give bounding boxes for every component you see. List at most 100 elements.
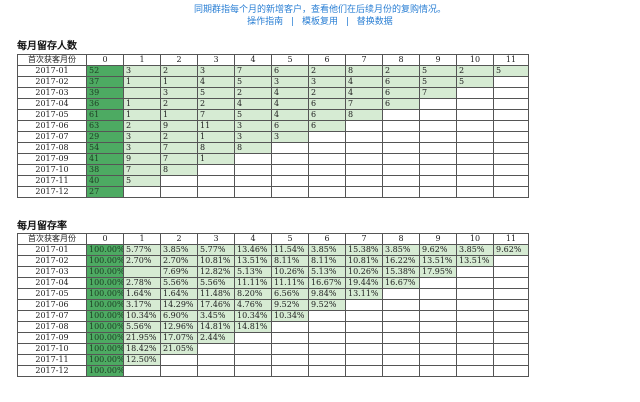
table-cell [493, 175, 529, 187]
table-cell [493, 153, 529, 165]
table-cell [271, 354, 309, 366]
header-month-offset: 7 [345, 54, 383, 66]
link-separator: | [345, 17, 349, 27]
table-cell: 36 [86, 98, 124, 110]
table-cell [493, 255, 529, 267]
table-cell: 16.67% [308, 277, 346, 289]
header-month-offset: 9 [419, 54, 457, 66]
table-cell [234, 153, 272, 165]
table-cell [456, 343, 494, 355]
table-cell: 9.52% [308, 299, 346, 311]
link-guide[interactable]: 操作指南 [247, 17, 284, 27]
row-month-label: 2017-10 [17, 164, 87, 176]
table-cell [456, 87, 494, 99]
table-header-row: 首次获客月份 0 1 2 3 4 5 6 7 8 9 10 11 [17, 233, 529, 245]
table-row: 2017-04 100.00% 2.78% 5.56% 5.56% 11.11% 11.11… [17, 277, 529, 289]
table-cell: 8 [345, 109, 383, 121]
table-cell: 37 [86, 76, 124, 88]
table-row: 2017-07 100.00% 10.34% 6.90% 3.45% 10.34% 10.3… [17, 310, 529, 322]
table-cell: 7.69% [160, 266, 198, 278]
table-cell: 40 [86, 175, 124, 187]
row-month-label: 2017-05 [17, 109, 87, 121]
row-month-label: 2017-07 [17, 131, 87, 143]
table-cell [197, 354, 235, 366]
table-cell [308, 131, 346, 143]
header-month-offset: 2 [160, 233, 198, 245]
table-cell: 5.13% [234, 266, 272, 278]
table-cell: 10.26% [271, 266, 309, 278]
table-cell: 13.46% [234, 244, 272, 256]
table-cell: 3 [160, 87, 198, 99]
header-month-offset: 1 [123, 54, 161, 66]
table-cell: 21.05% [160, 343, 198, 355]
table-cell: 100.00% [86, 343, 124, 355]
table-cell: 5.13% [308, 266, 346, 278]
table-cell: 6 [308, 120, 346, 132]
table-cell [382, 153, 420, 165]
table-cell: 15.38% [382, 266, 420, 278]
table-cell: 6 [271, 120, 309, 132]
row-month-label: 2017-01 [17, 244, 87, 256]
table-cell: 9 [123, 153, 161, 165]
table-cell: 14.81% [197, 321, 235, 333]
table-cell [493, 131, 529, 143]
table-cell: 11.54% [271, 244, 309, 256]
row-month-label: 2017-12 [17, 365, 87, 377]
table-cell: 4 [271, 109, 309, 121]
table-cell: 8 [197, 142, 235, 154]
table-cell: 6.90% [160, 310, 198, 322]
table-cell: 6 [382, 87, 420, 99]
table-cell: 7 [197, 109, 235, 121]
table-cell [123, 87, 161, 99]
table-cell: 9.62% [419, 244, 457, 256]
table-cell [234, 164, 272, 176]
table-cell [308, 186, 346, 198]
table-cell: 4 [345, 76, 383, 88]
header-month-offset: 3 [197, 54, 235, 66]
header-first-acquired-month: 首次获客月份 [17, 233, 87, 245]
row-month-label: 2017-02 [17, 76, 87, 88]
table-row: 2017-06 100.00% 3.17% 14.29% 17.46% 4.76% 9.52… [17, 299, 529, 311]
table-cell [419, 120, 457, 132]
table-cell [456, 354, 494, 366]
table-cell: 3 [271, 131, 309, 143]
row-month-label: 2017-06 [17, 299, 87, 311]
table-cell: 2.44% [197, 332, 235, 344]
table-cell: 6 [382, 98, 420, 110]
table-cell: 19.44% [345, 277, 383, 289]
table-cell [382, 288, 420, 300]
table-cell: 100.00% [86, 277, 124, 289]
table-cell: 2.70% [160, 255, 198, 267]
table-cell [308, 164, 346, 176]
table-row: 2017-10 100.00% 18.42% 21.05% [17, 343, 529, 355]
table-cell [160, 186, 198, 198]
table-cell: 9.62% [493, 244, 529, 256]
row-month-label: 2017-03 [17, 87, 87, 99]
table-cell [308, 153, 346, 165]
table-cell [493, 186, 529, 198]
table-cell [382, 120, 420, 132]
table-cell: 5.56% [160, 277, 198, 289]
table-cell [419, 343, 457, 355]
table-cell [456, 321, 494, 333]
table-cell: 3.85% [160, 244, 198, 256]
table-cell: 10.81% [197, 255, 235, 267]
link-template-reuse[interactable]: 模板复用 [301, 17, 338, 27]
header-month-offset: 10 [456, 54, 494, 66]
table-cell [345, 332, 383, 344]
table-cell: 5 [197, 87, 235, 99]
table-cell: 2 [123, 120, 161, 132]
table-cell: 8.11% [308, 255, 346, 267]
table-cell: 3.85% [456, 244, 494, 256]
table-cell [271, 153, 309, 165]
table-cell [271, 175, 309, 187]
table-cell: 13.51% [234, 255, 272, 267]
table-cell: 1.64% [123, 288, 161, 300]
table-cell: 54 [86, 142, 124, 154]
table-cell [456, 332, 494, 344]
link-replace-data[interactable]: 替换数据 [356, 17, 393, 27]
table-cell [345, 310, 383, 322]
table-cell [456, 131, 494, 143]
table-cell: 13.11% [345, 288, 383, 300]
header-month-offset: 6 [308, 54, 346, 66]
